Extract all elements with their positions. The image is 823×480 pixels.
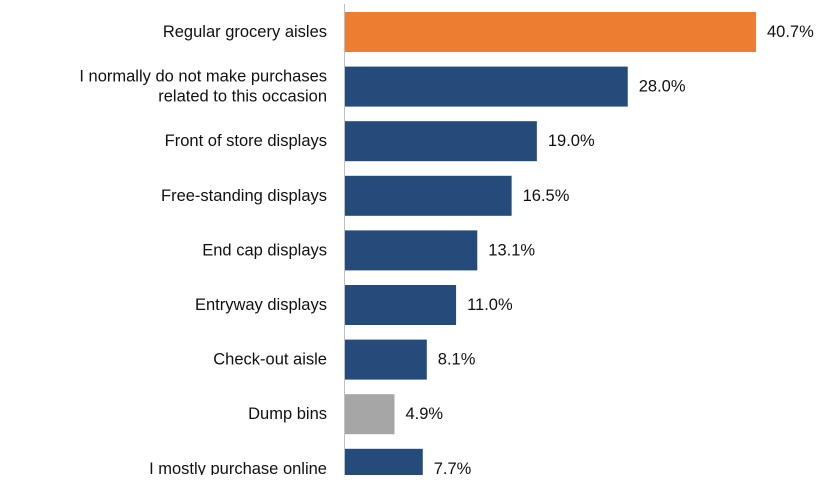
category-label: I mostly purchase online xyxy=(149,460,327,475)
category-label: Entryway displays xyxy=(195,296,327,314)
bar xyxy=(345,175,512,216)
category-label: related to this occasion xyxy=(158,88,327,106)
category-label: End cap displays xyxy=(202,241,327,259)
value-label: 28.0% xyxy=(639,78,686,96)
category-label: Dump bins xyxy=(248,405,327,423)
value-label: 11.0% xyxy=(467,296,513,314)
category-label: I normally do not make purchases xyxy=(79,68,327,86)
value-label: 4.9% xyxy=(405,405,443,423)
value-label: 16.5% xyxy=(523,187,570,205)
category-label: Check-out aisle xyxy=(213,351,327,369)
bar xyxy=(345,448,423,480)
value-label: 40.7% xyxy=(767,23,814,41)
value-label: 8.1% xyxy=(438,351,476,369)
bar xyxy=(345,394,395,435)
bar xyxy=(345,339,427,380)
category-label: Front of store displays xyxy=(165,132,327,150)
value-label: 13.1% xyxy=(488,241,535,259)
value-labels-group: 40.7% 28.0% 19.0% 16.5% 13.1% 11.0% 8.1% 4.9% 7.… xyxy=(405,23,814,478)
value-label: 7.7% xyxy=(434,460,472,475)
bar xyxy=(345,66,628,107)
bar xyxy=(345,12,756,52)
category-label: Regular grocery aisles xyxy=(163,23,327,41)
bar xyxy=(345,230,478,271)
category-label: Free-standing displays xyxy=(161,187,327,205)
bars-group xyxy=(345,12,756,480)
category-labels-group: Regular grocery aisles I normally do not … xyxy=(79,23,327,478)
value-label: 19.0% xyxy=(548,132,595,150)
bar xyxy=(345,285,457,325)
bar xyxy=(345,121,537,162)
